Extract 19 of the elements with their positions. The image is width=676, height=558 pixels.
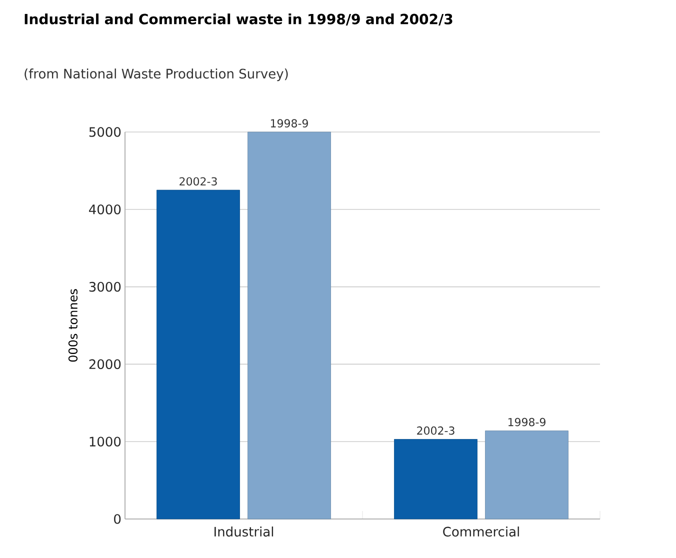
- text: 1998-9: [270, 119, 308, 128]
- bar: [485, 430, 568, 520]
- text: 2002-3: [180, 177, 217, 186]
- chart-title: Industrial and Commercial waste in 1998/9 and 2002/3: [24, 14, 452, 26]
- y-axis-title: 000s tonnes: [68, 289, 78, 362]
- series-label: 2002-3: [417, 426, 454, 435]
- chart-subtitle: (from National Waste Production Survey): [24, 68, 288, 82]
- y-tick-label: 5000: [89, 127, 121, 137]
- y-tick-label: 2000: [89, 359, 121, 370]
- y-tick-label: 1000: [90, 436, 121, 447]
- bar: [156, 190, 240, 520]
- y-tick-label: 0: [114, 514, 121, 524]
- x-tick-label: Industrial: [214, 526, 274, 537]
- series-label: 1998-9: [508, 418, 546, 426]
- bar: [248, 132, 331, 520]
- y-tick-label: 4000: [89, 204, 121, 214]
- bar: [394, 439, 478, 520]
- x-tick-label: Commercial: [443, 526, 519, 537]
- y-tick-label: 3000: [89, 282, 121, 292]
